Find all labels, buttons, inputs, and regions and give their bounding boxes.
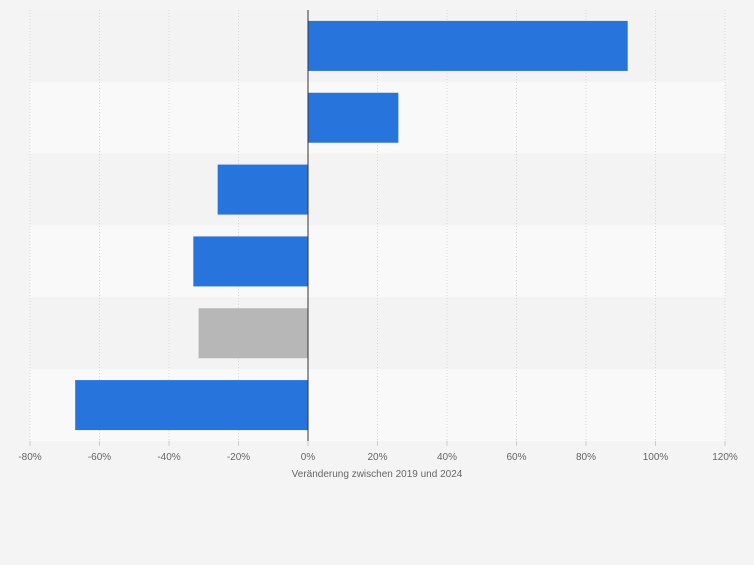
tick-label: 40% — [437, 452, 457, 463]
tick-label: -60% — [88, 452, 111, 463]
bar — [198, 308, 308, 359]
bar — [308, 92, 399, 143]
x-axis-title: Veränderung zwischen 2019 und 2024 — [292, 469, 463, 480]
tick-label: 60% — [506, 452, 526, 463]
tick-label: -80% — [18, 452, 41, 463]
tick-label: 0% — [301, 452, 316, 463]
row-band — [30, 225, 725, 298]
bar — [308, 20, 628, 71]
bars — [75, 20, 628, 431]
tick-label: -20% — [227, 452, 250, 463]
bar — [75, 380, 308, 431]
tick-label: -40% — [157, 452, 180, 463]
bar — [217, 164, 308, 215]
tick-label: 20% — [367, 452, 387, 463]
row-band — [30, 297, 725, 370]
bar — [193, 236, 308, 287]
row-bands — [30, 10, 725, 441]
tick-label: 80% — [576, 452, 596, 463]
tick-label: 100% — [643, 452, 669, 463]
tick-label: 120% — [712, 452, 738, 463]
row-band — [30, 153, 725, 226]
x-tick-labels: -80% -60% -40% -20% 0% 20% 40% 60% 80% 100% 120% — [18, 441, 738, 463]
